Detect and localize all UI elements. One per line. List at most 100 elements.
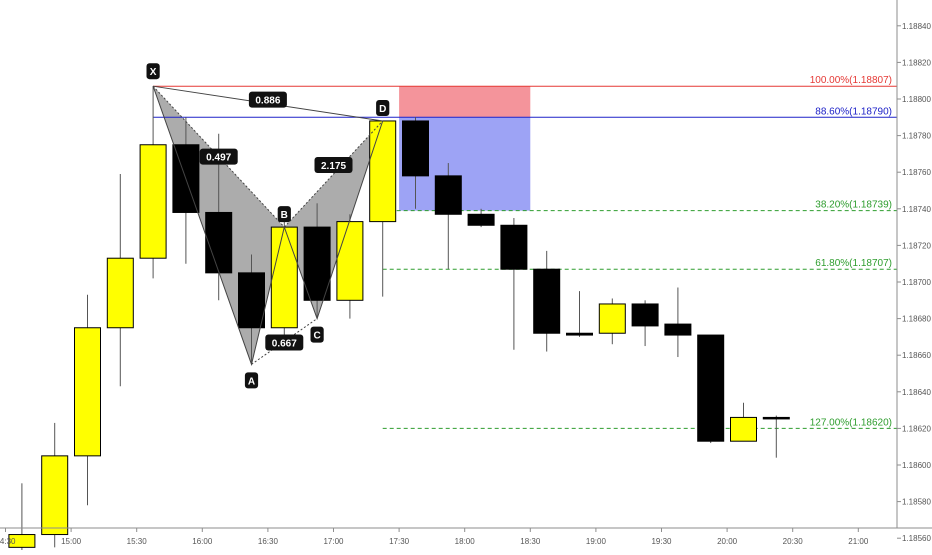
pattern-point-label-bg xyxy=(310,326,324,343)
pattern-point-label-bg xyxy=(244,372,259,389)
candle-body xyxy=(434,175,462,215)
y-tick-label: 1.18780 xyxy=(902,132,931,141)
candle-body xyxy=(238,272,265,329)
x-tick-label: 15:30 xyxy=(127,537,148,546)
pattern-ratio-label: 0.497 xyxy=(206,153,231,164)
candle xyxy=(106,174,134,387)
x-tick-label: 15:00 xyxy=(61,537,82,546)
candle xyxy=(467,208,495,228)
pattern-point-label: X xyxy=(150,67,157,78)
y-tick-label: 1.18660 xyxy=(902,351,931,360)
candle-body xyxy=(533,268,561,334)
stop-loss-zone xyxy=(399,86,531,118)
candle xyxy=(270,212,298,341)
pattern-point-label-bg xyxy=(277,206,291,223)
candle xyxy=(631,300,659,347)
pattern-point-label: A xyxy=(248,376,255,387)
pattern-point-label: B xyxy=(281,210,288,221)
y-tick-label: 1.18720 xyxy=(902,241,931,250)
candle xyxy=(730,402,757,442)
x-tick-label: 20:00 xyxy=(717,537,738,546)
x-tick-label: 16:00 xyxy=(192,537,213,546)
candle-body xyxy=(730,416,757,442)
candle xyxy=(402,117,429,209)
pattern-ratio-label: 2.175 xyxy=(321,161,346,172)
candle-body xyxy=(336,221,364,301)
y-tick-label: 1.18580 xyxy=(902,498,931,507)
x-tick-label: 20:30 xyxy=(783,537,804,546)
pattern-ac-line xyxy=(251,318,318,365)
x-tick-label: 18:30 xyxy=(520,537,541,546)
pattern-ratio-label-bg xyxy=(248,91,287,108)
candle-body xyxy=(500,224,528,270)
fib-level-label: 61.80%(1.18707) xyxy=(815,258,892,269)
y-tick-label: 1.18560 xyxy=(902,534,931,543)
y-tick-label: 1.18700 xyxy=(902,278,931,287)
candle xyxy=(238,254,265,365)
candle-body xyxy=(664,323,692,336)
candle-body xyxy=(139,144,167,259)
candle xyxy=(205,133,233,301)
candle-body xyxy=(369,120,397,223)
pattern-point-label: C xyxy=(313,331,320,342)
candle-body xyxy=(467,213,495,226)
candles-layer xyxy=(8,86,790,555)
candle-body xyxy=(106,257,134,329)
candle-body xyxy=(402,120,429,177)
candle-body xyxy=(598,303,626,334)
candle xyxy=(139,86,167,279)
candle-body xyxy=(270,226,298,329)
candle xyxy=(566,291,593,337)
candle-body xyxy=(41,455,69,536)
candle xyxy=(8,483,36,555)
x-tick-label: 19:00 xyxy=(586,537,607,546)
candle xyxy=(664,287,692,358)
candle xyxy=(697,334,725,444)
y-tick-label: 1.18800 xyxy=(902,95,931,104)
x-tick-label: 17:00 xyxy=(323,537,344,546)
fib-level-label: 127.00%(1.18620) xyxy=(810,417,892,428)
candle-body xyxy=(8,534,36,548)
pattern-ratio-label-bg xyxy=(265,334,304,351)
candle xyxy=(369,120,397,297)
candle-body xyxy=(697,334,725,442)
fib-level-label: 100.00%(1.18807) xyxy=(810,75,892,86)
pattern-ratio-label-bg xyxy=(199,148,238,165)
pattern-ratio-label-bg xyxy=(314,157,353,174)
candle-body xyxy=(566,332,593,336)
pattern-bd-line xyxy=(283,120,384,228)
y-tick-label: 1.18760 xyxy=(902,168,931,177)
candle xyxy=(434,163,462,270)
y-tick-label: 1.18740 xyxy=(902,205,931,214)
x-tick-label: 19:30 xyxy=(651,537,672,546)
pattern-point-label-bg xyxy=(376,99,390,116)
candle xyxy=(533,250,561,352)
candle xyxy=(74,294,101,506)
x-tick-label: 17:30 xyxy=(389,537,410,546)
y-tick-label: 1.18680 xyxy=(902,315,931,324)
pattern-point-label: D xyxy=(379,104,386,115)
y-tick-label: 1.18640 xyxy=(902,388,931,397)
fib-levels-layer: 100.00%(1.18807) 88.60%(1.18790) 38.20%(1.… xyxy=(153,75,897,429)
x-tick-label: 14:30 xyxy=(0,537,16,546)
y-tick-label: 1.18620 xyxy=(902,424,931,433)
candle xyxy=(336,214,364,319)
candle xyxy=(500,217,528,350)
y-tick-label: 1.18820 xyxy=(902,58,931,67)
fib-level-label: 88.60%(1.18790) xyxy=(815,106,892,117)
y-tick-label: 1.18840 xyxy=(902,22,931,31)
candle xyxy=(762,415,790,458)
candle-body xyxy=(74,327,101,457)
x-tick-label: 16:30 xyxy=(258,537,279,546)
pattern-triangle-bcd xyxy=(284,120,383,319)
candle-body xyxy=(205,211,233,274)
candle-body xyxy=(631,303,659,327)
pattern-ratio-label: 0.886 xyxy=(255,96,280,107)
pattern-labels-layer: X A B C D 0.886 0.497 0.667 2.175 xyxy=(146,63,390,389)
y-tick-label: 1.18600 xyxy=(902,461,931,470)
x-tick-label: 18:00 xyxy=(455,537,476,546)
pattern-point-label-bg xyxy=(146,63,160,80)
